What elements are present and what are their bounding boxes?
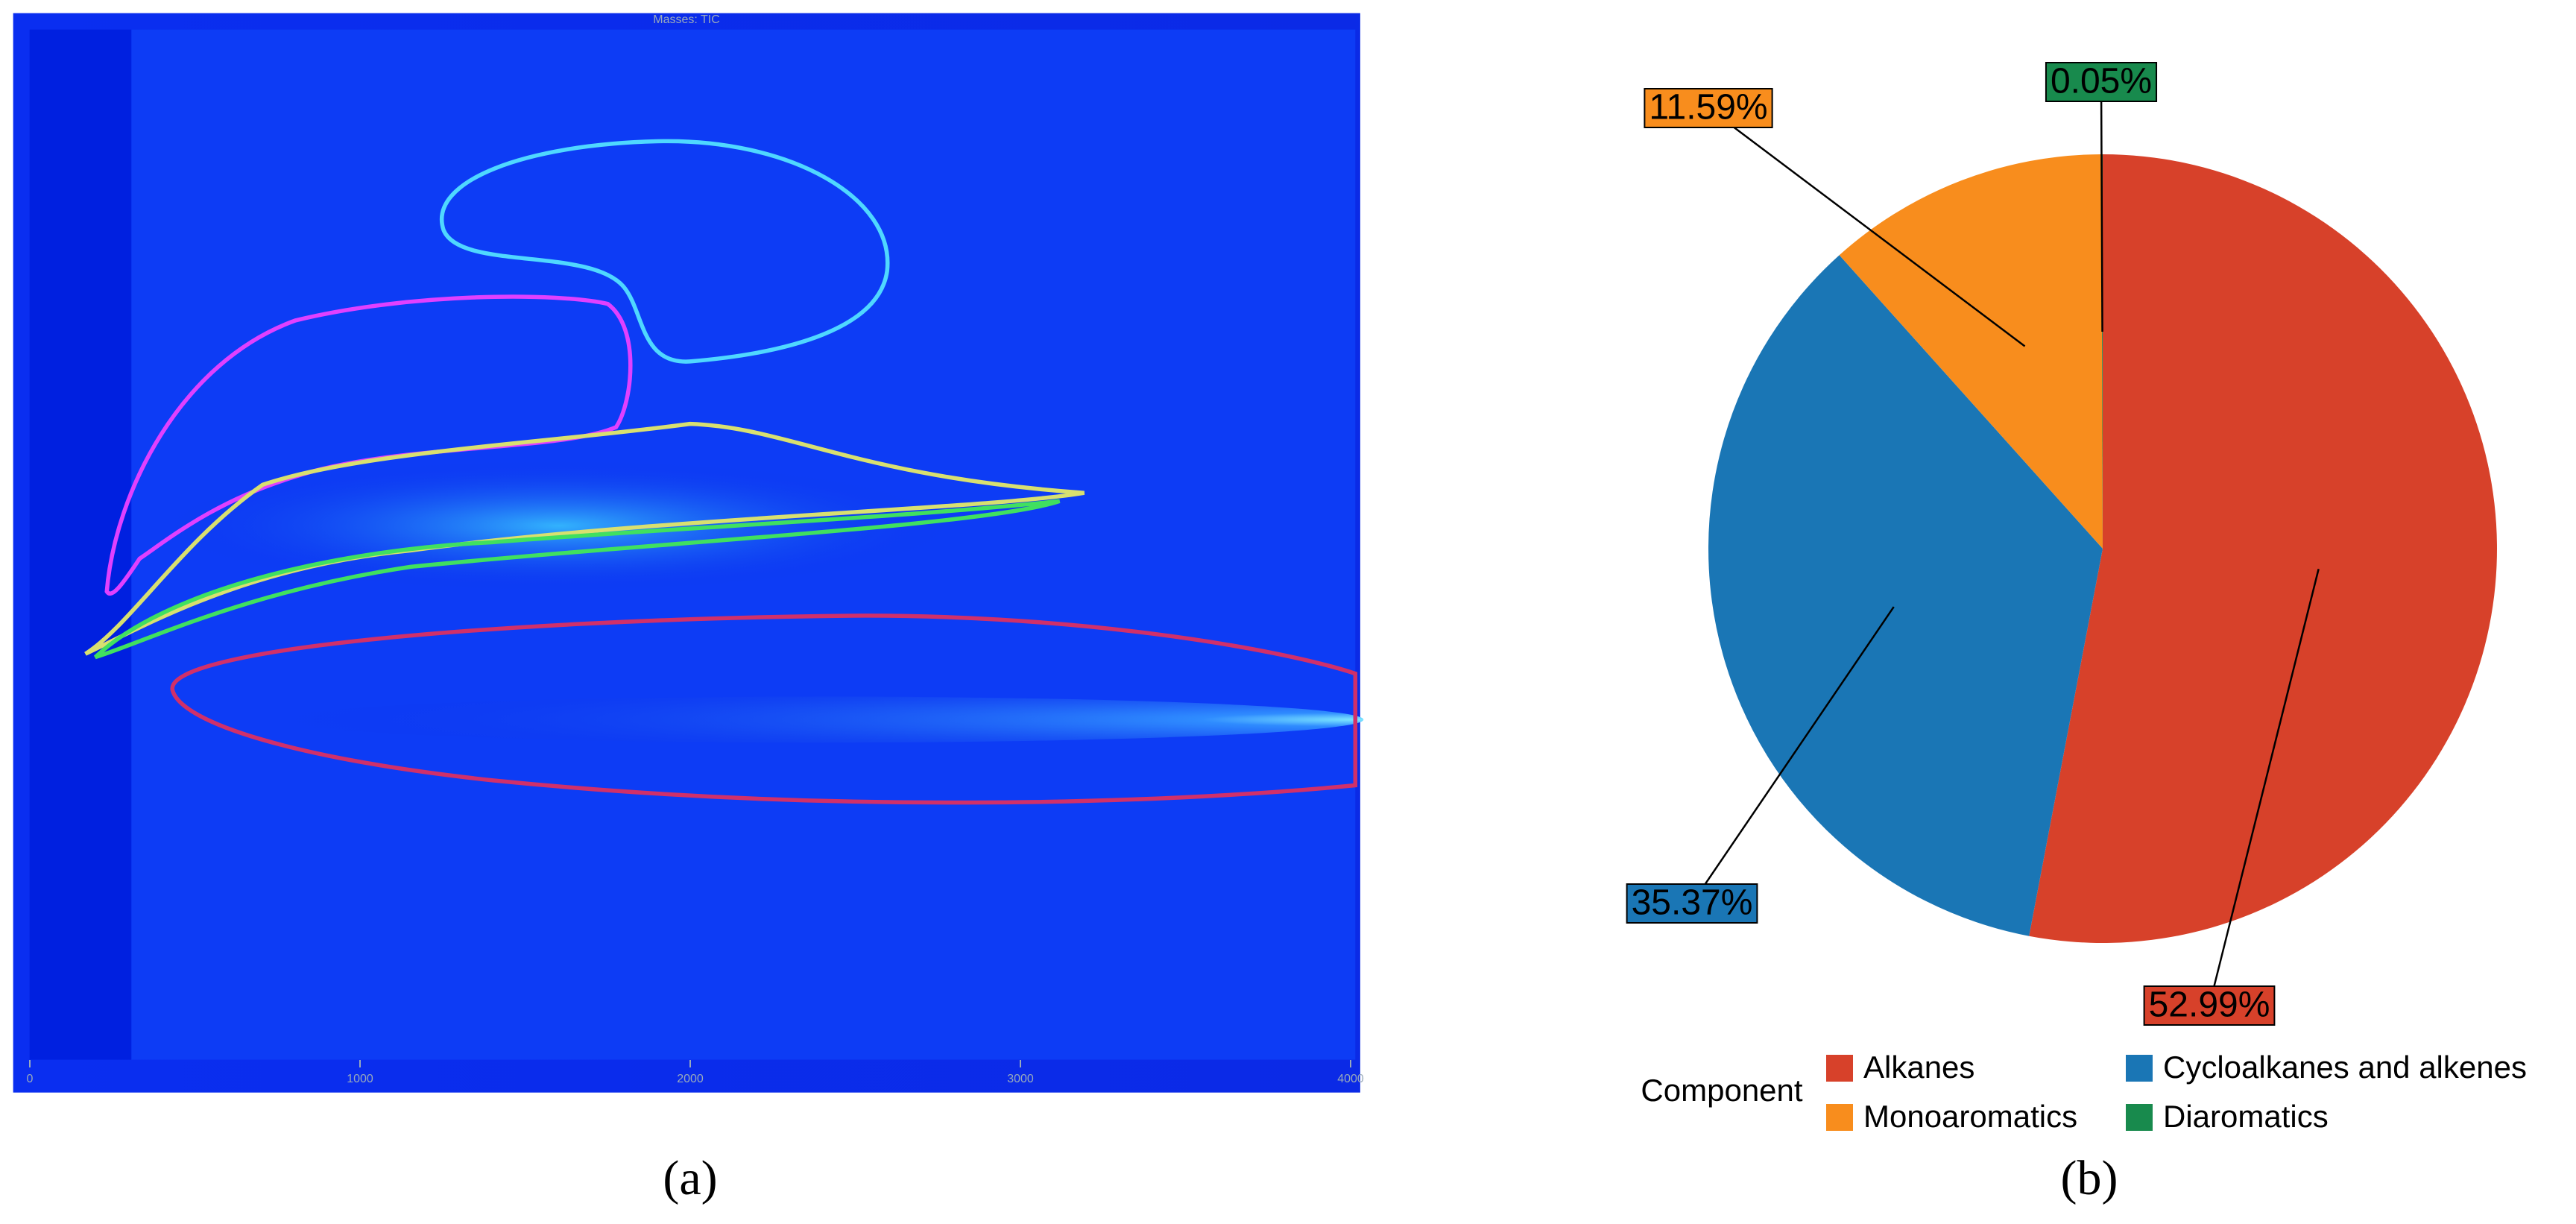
chart-title: Masses: TIC (653, 13, 720, 26)
panel-label: (b) (2061, 1151, 2118, 1205)
panel-label: (a) (663, 1151, 717, 1205)
x-tick-label: 0 (27, 1073, 34, 1085)
leader-line (2100, 81, 2103, 332)
x-tick-label: 2000 (677, 1073, 704, 1085)
data-label: 52.99% (2149, 985, 2270, 1025)
pie-slice (1839, 154, 2103, 549)
x-tick-label: 1000 (347, 1073, 373, 1085)
signal-streak (279, 696, 1364, 743)
data-label: 11.59% (1649, 88, 1767, 127)
x-tick-label: 4000 (1337, 1073, 1364, 1085)
region-contour (93, 499, 1061, 660)
region-contour (170, 613, 1358, 805)
legend-swatch (1826, 1104, 1853, 1131)
pie-slice (2029, 154, 2498, 943)
legend-title: Component (1641, 1073, 1802, 1108)
data-label-box (2143, 985, 2276, 1026)
chromatogram (13, 13, 1364, 1093)
data-label: 35.37% (1632, 883, 1753, 923)
legend-label: Cycloalkanes and alkenes (2163, 1050, 2527, 1085)
data-label-box (1644, 88, 1773, 128)
leader-line (2208, 568, 2320, 1006)
data-label: 0.05% (2051, 62, 2152, 101)
legend-swatch (2126, 1055, 2153, 1082)
leader-line (1708, 107, 2026, 347)
region-contour (104, 294, 633, 596)
data-label-box (1626, 883, 1758, 924)
region-contour (440, 139, 890, 364)
pie-slice (1708, 255, 2103, 936)
legend-label: Alkanes (1863, 1050, 1974, 1085)
legend-swatch (1826, 1055, 1853, 1082)
data-label-box (2045, 62, 2158, 102)
legend-swatch (2126, 1104, 2153, 1131)
legend-label: Diaromatics (2163, 1099, 2329, 1134)
x-tick-label: 3000 (1007, 1073, 1034, 1085)
legend-label: Monoaromatics (1863, 1099, 2077, 1134)
leader-line (1690, 606, 1895, 904)
